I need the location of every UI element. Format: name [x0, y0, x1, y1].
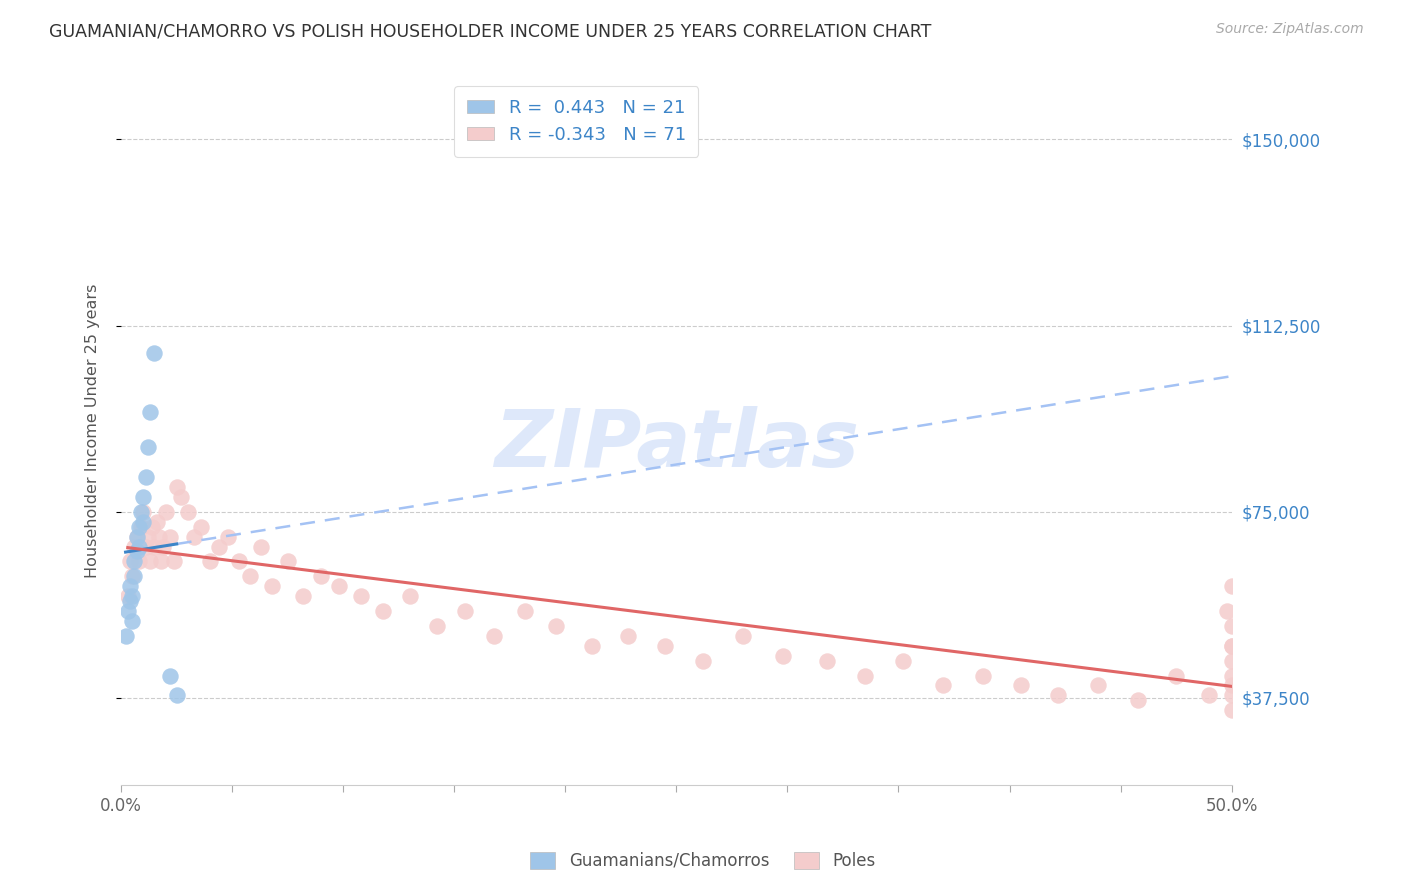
Point — [515, 604, 537, 618]
Point — [166, 689, 188, 703]
Point — [292, 589, 315, 603]
Point — [145, 515, 167, 529]
Point — [1198, 689, 1220, 703]
Point — [129, 505, 152, 519]
Point — [484, 629, 506, 643]
Point — [891, 654, 914, 668]
Point — [177, 505, 200, 519]
Point — [581, 639, 603, 653]
Point — [143, 346, 166, 360]
Point — [135, 470, 157, 484]
Point — [350, 589, 373, 603]
Point — [143, 540, 166, 554]
Point — [309, 569, 332, 583]
Point — [125, 530, 148, 544]
Point — [148, 530, 170, 544]
Point — [853, 668, 876, 682]
Point — [118, 579, 141, 593]
Point — [117, 589, 139, 603]
Point — [118, 554, 141, 568]
Point — [118, 594, 141, 608]
Point — [124, 569, 146, 583]
Point — [139, 554, 162, 568]
Point — [136, 530, 159, 544]
Point — [155, 505, 177, 519]
Point — [1220, 619, 1243, 633]
Point — [228, 554, 250, 568]
Point — [124, 540, 146, 554]
Point — [1220, 579, 1243, 593]
Point — [114, 629, 136, 643]
Point — [1087, 678, 1109, 692]
Point — [132, 505, 155, 519]
Point — [772, 648, 794, 663]
Point — [731, 629, 754, 643]
Point — [198, 554, 221, 568]
Point — [183, 530, 205, 544]
Legend: Guamanians/Chamorros, Poles: Guamanians/Chamorros, Poles — [523, 845, 883, 877]
Point — [152, 540, 174, 554]
Point — [373, 604, 395, 618]
Point — [1010, 678, 1032, 692]
Legend: R =  0.443   N = 21, R = -0.343   N = 71: R = 0.443 N = 21, R = -0.343 N = 71 — [454, 87, 699, 157]
Point — [190, 519, 212, 533]
Text: ZIPatlas: ZIPatlas — [494, 406, 859, 484]
Point — [239, 569, 262, 583]
Point — [546, 619, 568, 633]
Point — [1220, 639, 1243, 653]
Point — [1220, 654, 1243, 668]
Point — [121, 589, 143, 603]
Point — [217, 530, 239, 544]
Point — [250, 540, 273, 554]
Point — [121, 614, 143, 628]
Point — [1220, 678, 1243, 692]
Point — [262, 579, 284, 593]
Point — [1164, 668, 1187, 682]
Point — [328, 579, 350, 593]
Point — [654, 639, 676, 653]
Point — [125, 544, 148, 558]
Point — [128, 519, 150, 533]
Point — [1220, 703, 1243, 717]
Point — [121, 569, 143, 583]
Point — [128, 554, 150, 568]
Point — [132, 515, 155, 529]
Point — [150, 554, 173, 568]
Point — [1220, 639, 1243, 653]
Text: Source: ZipAtlas.com: Source: ZipAtlas.com — [1216, 22, 1364, 37]
Point — [170, 490, 193, 504]
Point — [815, 654, 838, 668]
Point — [277, 554, 299, 568]
Point — [692, 654, 714, 668]
Point — [616, 629, 638, 643]
Point — [135, 540, 157, 554]
Point — [454, 604, 477, 618]
Point — [1216, 604, 1239, 618]
Point — [1047, 689, 1070, 703]
Point — [141, 519, 163, 533]
Point — [139, 405, 162, 419]
Y-axis label: Householder Income Under 25 years: Householder Income Under 25 years — [86, 284, 100, 578]
Point — [399, 589, 422, 603]
Point — [1128, 693, 1150, 707]
Point — [208, 540, 231, 554]
Point — [125, 530, 148, 544]
Text: GUAMANIAN/CHAMORRO VS POLISH HOUSEHOLDER INCOME UNDER 25 YEARS CORRELATION CHART: GUAMANIAN/CHAMORRO VS POLISH HOUSEHOLDER… — [49, 22, 932, 40]
Point — [166, 480, 188, 494]
Point — [1220, 668, 1243, 682]
Point — [163, 554, 186, 568]
Point — [932, 678, 955, 692]
Point — [136, 440, 159, 454]
Point — [128, 540, 150, 554]
Point — [425, 619, 447, 633]
Point — [117, 604, 139, 618]
Point — [1220, 689, 1243, 703]
Point — [129, 519, 152, 533]
Point — [132, 490, 155, 504]
Point — [972, 668, 994, 682]
Point — [159, 668, 181, 682]
Point — [124, 554, 146, 568]
Point — [159, 530, 181, 544]
